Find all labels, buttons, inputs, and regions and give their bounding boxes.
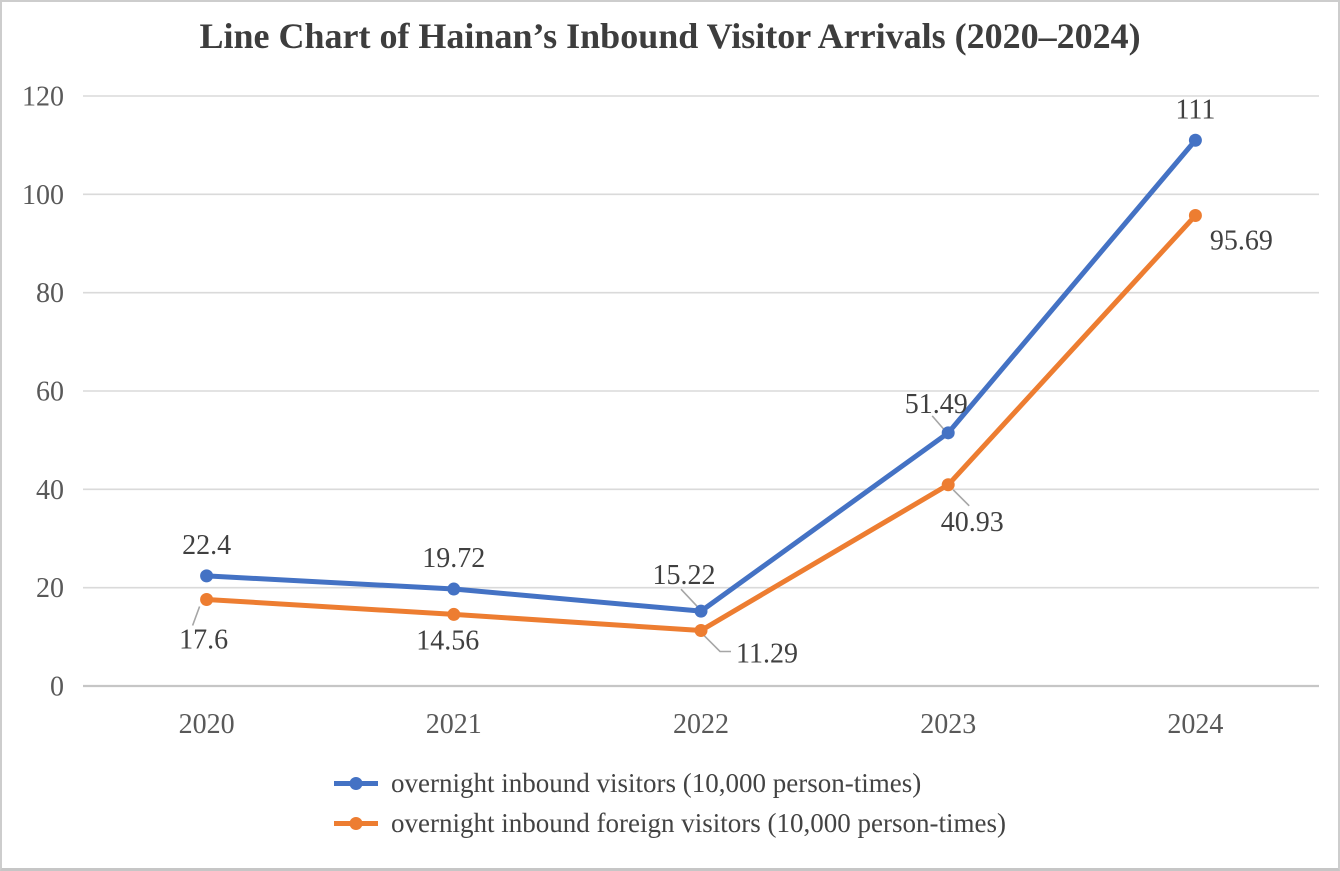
y-tick-label: 120 (22, 82, 64, 113)
y-tick-label: 0 (50, 672, 64, 703)
chart-legend: overnight inbound visitors (10,000 perso… (2, 768, 1338, 839)
data-point-marker (447, 582, 461, 596)
data-label-leader-line (931, 415, 946, 432)
legend-item-overnight-inbound-visitors: overnight inbound visitors (10,000 perso… (334, 768, 921, 799)
data-point-label: 40.93 (941, 507, 1004, 538)
data-point-marker (694, 604, 708, 618)
data-point-label: 51.49 (905, 389, 968, 420)
x-tick-label: 2023 (920, 709, 976, 740)
x-tick-label: 2022 (673, 709, 729, 740)
data-point-label: 111 (1175, 94, 1215, 125)
data-point-marker (941, 478, 955, 492)
data-point-marker (200, 569, 214, 583)
data-point-label: 19.72 (422, 543, 485, 574)
data-point-label: 95.69 (1210, 226, 1273, 257)
data-label-leader-line (680, 588, 698, 607)
data-point-marker (694, 623, 708, 637)
chart-legend-rows: overnight inbound visitors (10,000 perso… (334, 768, 1006, 839)
legend-line-marker-icon (334, 817, 379, 830)
data-label-leader-line (702, 633, 731, 653)
data-point-label: 17.6 (179, 624, 228, 655)
y-tick-label: 80 (36, 278, 64, 309)
x-tick-label: 2021 (426, 709, 482, 740)
y-tick-label: 20 (36, 573, 64, 604)
y-tick-label: 40 (36, 475, 64, 506)
legend-line-marker-icon (334, 777, 379, 790)
data-point-marker (447, 607, 461, 621)
data-point-label: 22.4 (182, 530, 231, 561)
chart-title: Line Chart of Hainan’s Inbound Visitor A… (199, 16, 1141, 56)
legend-label-overnight-inbound-foreign-visitors: overnight inbound foreign visitors (10,0… (391, 808, 1006, 838)
legend-item-overnight-inbound-foreign-visitors: overnight inbound foreign visitors (10,0… (334, 808, 1006, 839)
data-label-leader-line (191, 606, 201, 626)
data-point-label: 11.29 (736, 638, 798, 669)
data-point-marker (941, 426, 955, 440)
legend-label-overnight-inbound-visitors: overnight inbound visitors (10,000 perso… (391, 768, 922, 798)
data-point-label: 14.56 (416, 625, 479, 656)
data-label-leader-line (952, 489, 970, 507)
x-tick-label: 2024 (1167, 709, 1223, 740)
data-point-marker (1188, 133, 1202, 147)
x-tick-label: 2020 (179, 709, 235, 740)
data-point-marker (1188, 209, 1202, 223)
data-point-marker (200, 592, 214, 606)
data-point-label: 15.22 (653, 560, 716, 591)
y-tick-label: 60 (36, 377, 64, 408)
y-tick-label: 100 (22, 180, 64, 211)
